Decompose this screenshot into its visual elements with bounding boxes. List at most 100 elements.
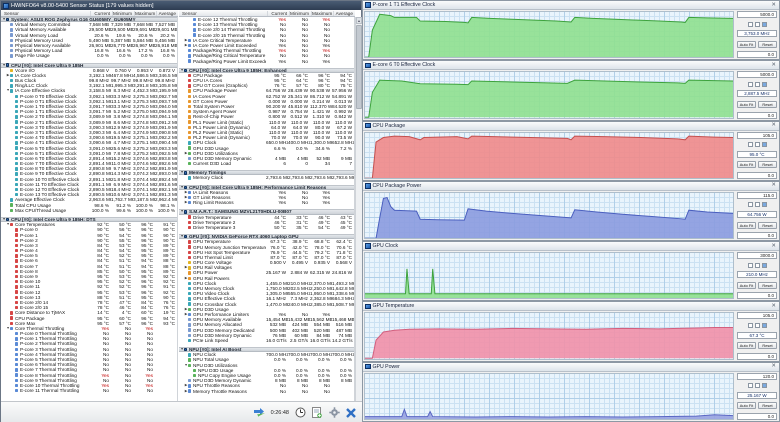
sensor-row[interactable]: P-core 5 T0 Effective Clock 3,091.0 MHz25… [1, 146, 177, 151]
sensor-row[interactable]: E-core 11 T0 Effective Clock 2,891.1 MHz6… [1, 182, 177, 187]
sensor-row[interactable]: GPU Memory Available 15,454 MB 15,432 MB 15… [179, 317, 354, 322]
sensor-row[interactable]: E-core 9 95 °C 53 °C 96 °C 92 °C [1, 274, 177, 279]
sensor-row[interactable]: E-core 9 T0 Effective Clock 2,890.8 MHz14… [1, 171, 177, 176]
sensor-section-header[interactable]: ▼ Memory Timings [179, 170, 354, 176]
sensor-row[interactable]: E-core 12 Thermal Throttling Yes No Yes [179, 17, 354, 22]
graph-min-input[interactable]: 0.0 [737, 292, 777, 300]
sensor-row[interactable]: ▶ NPU Throttle Reasons No No No [179, 383, 354, 388]
sensor-row[interactable]: Package/Ring Power Limit Exceeded Yes No Ye… [179, 59, 354, 64]
sensor-row[interactable]: GPU Crossbar Clock 1,470.0 MHz240.0 MHz2,… [179, 302, 354, 307]
sensor-row[interactable]: PL2 Power Limit (Static) 110.0 W 110.0 W 11… [179, 130, 354, 135]
color-swatch-0[interactable] [747, 322, 753, 328]
sensor-row[interactable]: P-core 2 T1 Effective Clock 3,089.9 MHz8.… [1, 120, 177, 125]
sensor-row[interactable]: P-core 3 T1 Effective Clock 3,090.3 MHz6.… [1, 130, 177, 135]
sensor-row[interactable]: CPU Package 95 °C 60 °C 96 °C 94 °C [1, 316, 177, 321]
expand-arrow-icon[interactable]: ▶ [6, 72, 10, 77]
sensor-row[interactable]: P-core 4 T1 Effective Clock 3,090.6 MHz4.… [1, 140, 177, 145]
auto-fit-button[interactable]: Auto Fit [737, 161, 756, 169]
sensor-row[interactable]: P-core 0 90 °C 56 °C 96 °C 90 °C [1, 227, 177, 232]
expand-arrow-icon[interactable]: ▶ [184, 388, 188, 393]
sensor-row[interactable]: GPU Memory Allocated 532 MB 424 MB 554 MB 51… [179, 322, 354, 327]
sensor-row[interactable]: E-core 10 Thermal Throttling Yes No Yes [1, 383, 177, 388]
sensor-row[interactable]: GPU Core Voltage 0.500 V 0.495 V 0.935 V 0.5… [179, 260, 354, 265]
color-swatch-2[interactable] [761, 81, 767, 87]
expand-arrow-icon[interactable]: ▼ [180, 184, 184, 189]
sensor-row[interactable]: Physical Memory Load 16.8 % 16.6 % 17.2 % 16… [1, 48, 177, 53]
color-swatch-2[interactable] [761, 21, 767, 27]
sensor-row[interactable]: ▼ Core Thermal Throttling Yes No Yes [1, 326, 177, 331]
sensor-row[interactable]: CPU IA Cores 95 °C 64 °C 96 °C 94 °C [179, 78, 354, 83]
sensor-row[interactable]: P-core 2 Thermal Throttling No No No [1, 341, 177, 346]
sensor-row[interactable]: Drive Temperature 3 50 °C 35 °C 54 °C 49 °C [179, 225, 354, 230]
sensor-row[interactable]: P-core 5 T1 Effective Clock 3,091.0 MHz7.… [1, 151, 177, 156]
reset-button[interactable]: Reset [758, 161, 777, 169]
expand-arrow-icon[interactable]: ▶ [184, 275, 188, 280]
color-swatch-1[interactable] [754, 322, 760, 328]
sensor-row[interactable]: NPU D3D Memory Dynamic 8 MB 8 MB 8 MB 8 MB [179, 378, 354, 383]
expand-arrow-icon[interactable]: ▶ [184, 265, 188, 270]
reset-button[interactable]: Reset [758, 100, 777, 108]
sensor-row[interactable]: GPU Memory Junction Temperature 76.0 °C 42… [179, 245, 354, 250]
sensor-row[interactable]: GPU Video Clock 1,305.0 MHz555.0 MHz1,950… [179, 291, 354, 296]
column-header-current[interactable]: Current [267, 10, 289, 16]
sensor-row[interactable]: System Agent Power 0.987 W 0.754 W 1.421 W 0… [179, 109, 354, 114]
sensor-row[interactable]: E-core 12 95 °C 53 °C 96 °C 92 °C [1, 290, 177, 295]
color-swatch-0[interactable] [747, 21, 753, 27]
color-swatch-0[interactable] [747, 202, 753, 208]
sensor-row[interactable]: Page File Usage 0.0 % 0.0 % 0.0 % 0.0 % [1, 53, 177, 58]
report-icon[interactable] [311, 407, 323, 419]
color-swatch-0[interactable] [747, 81, 753, 87]
sensor-row[interactable]: P-core 2 90 °C 55 °C 96 °C 90 °C [1, 238, 177, 243]
color-swatch-1[interactable] [754, 142, 760, 148]
sensor-row[interactable]: P-core 3 Thermal Throttling No No No [1, 347, 177, 352]
expand-arrow-icon[interactable]: ▼ [6, 88, 10, 93]
sensor-row[interactable]: CPU GT Cores (Graphics) 76 °C 57 °C 80 °C 75… [179, 83, 354, 88]
auto-fit-button[interactable]: Auto Fit [737, 100, 756, 108]
sensor-row[interactable]: E-core 8 85 °C 50 °C 95 °C 89 °C [1, 269, 177, 274]
sensor-row[interactable]: P-core 1 T0 Effective Clock 3,091.7 MHz33… [1, 104, 177, 109]
scroll-up-icon[interactable]: ▲ [356, 17, 362, 24]
sensor-row[interactable]: GPU Effective Clock 16.1 MHz 7.3 MHz 2,362.… [179, 296, 354, 301]
expand-arrow-icon[interactable]: ▼ [2, 17, 6, 21]
clock-icon[interactable] [294, 407, 306, 419]
expand-arrow-icon[interactable]: ▶ [184, 306, 188, 311]
expand-arrow-icon[interactable]: ▶ [184, 383, 188, 388]
graph-min-input[interactable]: 0.0 [737, 352, 777, 360]
expand-arrow-icon[interactable]: ▼ [6, 222, 10, 227]
graph-titlebar[interactable]: CPU Package Power ✕ [363, 181, 779, 191]
reset-button[interactable]: Reset [758, 221, 777, 229]
column-header-current[interactable]: Current [90, 10, 112, 16]
sensor-row[interactable]: GPU D3D Memory Dedicated 500 MB 402 MB 520 … [179, 328, 354, 333]
color-swatch-2[interactable] [761, 262, 767, 268]
column-header-sensor[interactable]: Sensor [182, 10, 197, 16]
sensor-row[interactable]: E-core 13 T0 Effective Clock 2,890.5 MHz1… [1, 192, 177, 197]
expand-arrow-icon[interactable]: ▼ [2, 62, 6, 67]
graph-titlebar[interactable]: GPU Temperature ✕ [363, 302, 779, 312]
sensor-row[interactable]: NPU D3D Usage 0.0 % 0.0 % 0.0 % 0.0 % [179, 368, 354, 373]
sensor-row[interactable]: Virtual Memory Load 20.6 % 19.6 % 20.6 % 20.… [1, 33, 177, 38]
graph-min-input[interactable]: 0.0 [737, 232, 777, 240]
sensor-row[interactable]: P-core 4 Thermal Throttling No No No [1, 352, 177, 357]
sensor-row[interactable]: P-core 1 90 °C 54 °C 96 °C 90 °C [1, 233, 177, 238]
color-swatch-2[interactable] [761, 322, 767, 328]
color-swatch-2[interactable] [761, 142, 767, 148]
sensor-row[interactable]: P-core 0 Thermal Throttling No No No [1, 331, 177, 336]
graph-close-icon[interactable]: ✕ [771, 302, 776, 309]
sensor-row[interactable]: P-core 1 Thermal Throttling No No No [1, 336, 177, 341]
settings-gear-icon[interactable] [328, 407, 340, 419]
sensor-row[interactable]: ▶ Ring Limit Reasons Yes No Yes [179, 200, 354, 205]
sensor-row[interactable]: Vcore I/O 0.868 V 0.760 V 0.953 V 0.872 V [1, 68, 177, 73]
sensor-section-header[interactable]: ▼ GPU [#0]: NVIDIA GeForce RTX 4060 Lapto… [179, 234, 354, 240]
expand-arrow-icon[interactable]: ▼ [180, 209, 184, 214]
color-swatch-2[interactable] [761, 383, 767, 389]
color-swatch-0[interactable] [747, 383, 753, 389]
graph-titlebar[interactable]: P-core 1 T1 Effective Clock ✕ [363, 1, 779, 10]
sensor-row[interactable]: Core Max 95 °C 57 °C 96 °C 93 °C [1, 321, 177, 326]
sensor-row[interactable]: Drive Temperature 44 °C 33 °C 46 °C 43 °C [179, 215, 354, 220]
sensor-row[interactable]: GPU D3D Usage 6.6 % 0.0 % 34.6 % 7.2 % [179, 146, 354, 151]
sensor-row[interactable]: Total CPU Usage 98.6 % 91.2 % 100.0 % 98.1 % [1, 203, 177, 208]
sensor-row[interactable]: Physical Memory Used 5,490 MB 5,387 MB 5,58… [1, 38, 177, 43]
